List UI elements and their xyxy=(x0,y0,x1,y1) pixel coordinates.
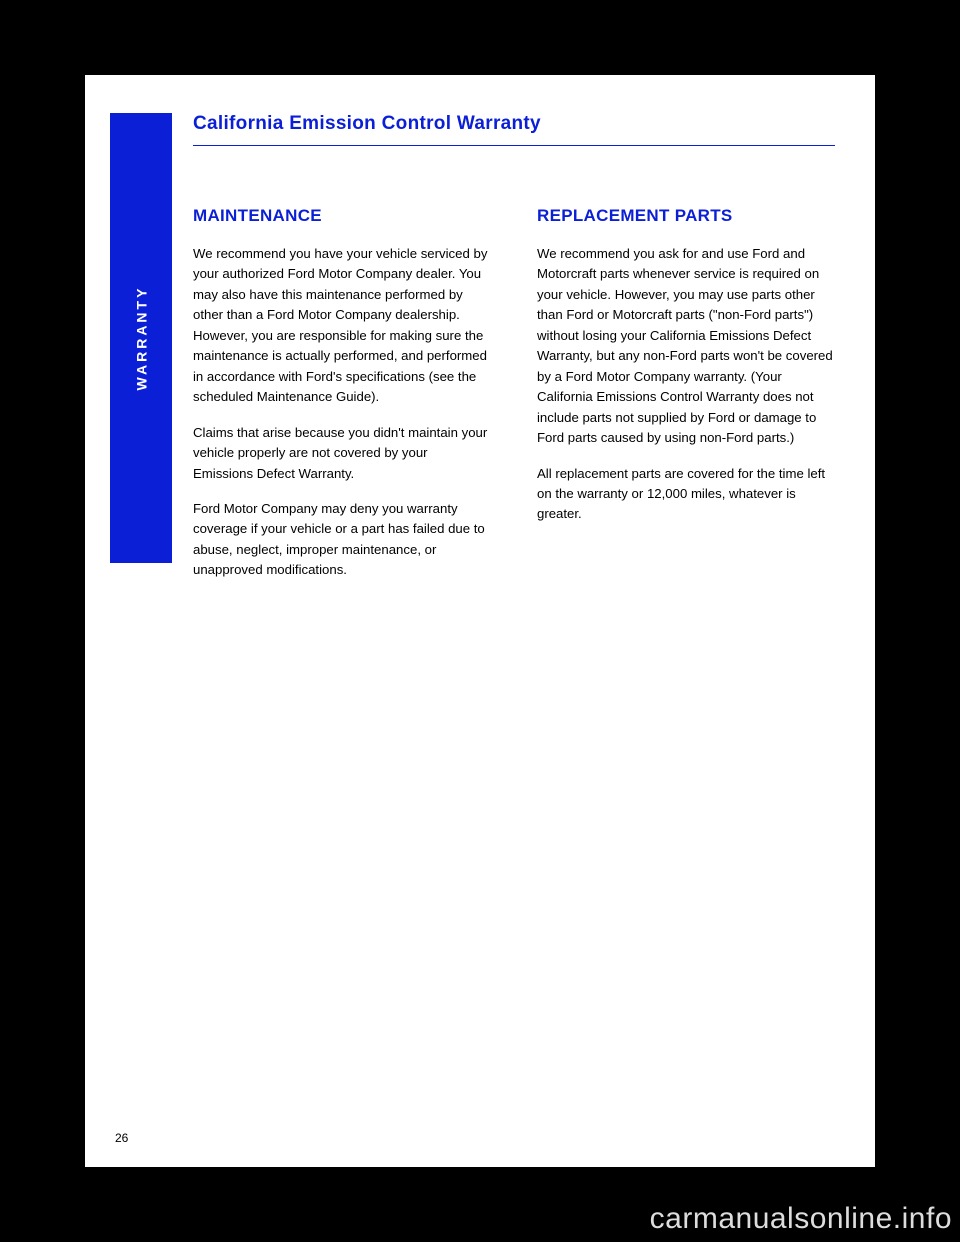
page-title: California Emission Control Warranty xyxy=(193,113,835,146)
heading-replacement-parts: REPLACEMENT PARTS xyxy=(537,206,835,226)
sidebar-tab: WARRANTY xyxy=(110,113,172,563)
content-area: California Emission Control Warranty MAI… xyxy=(193,113,835,596)
paragraph: Claims that arise because you didn't mai… xyxy=(193,423,491,484)
document-page: WARRANTY California Emission Control War… xyxy=(85,75,875,1167)
paragraph: All replacement parts are covered for th… xyxy=(537,464,835,525)
paragraph: We recommend you ask for and use Ford an… xyxy=(537,244,835,449)
paragraph: Ford Motor Company may deny you warranty… xyxy=(193,499,491,581)
watermark: carmanualsonline.info xyxy=(650,1202,952,1236)
sidebar-label: WARRANTY xyxy=(133,286,149,391)
columns: MAINTENANCE We recommend you have your v… xyxy=(193,206,835,596)
paragraph: We recommend you have your vehicle servi… xyxy=(193,244,491,408)
heading-maintenance: MAINTENANCE xyxy=(193,206,491,226)
column-right: REPLACEMENT PARTS We recommend you ask f… xyxy=(537,206,835,596)
body-left: We recommend you have your vehicle servi… xyxy=(193,244,491,581)
column-left: MAINTENANCE We recommend you have your v… xyxy=(193,206,491,596)
body-right: We recommend you ask for and use Ford an… xyxy=(537,244,835,525)
page-number: 26 xyxy=(115,1131,128,1145)
